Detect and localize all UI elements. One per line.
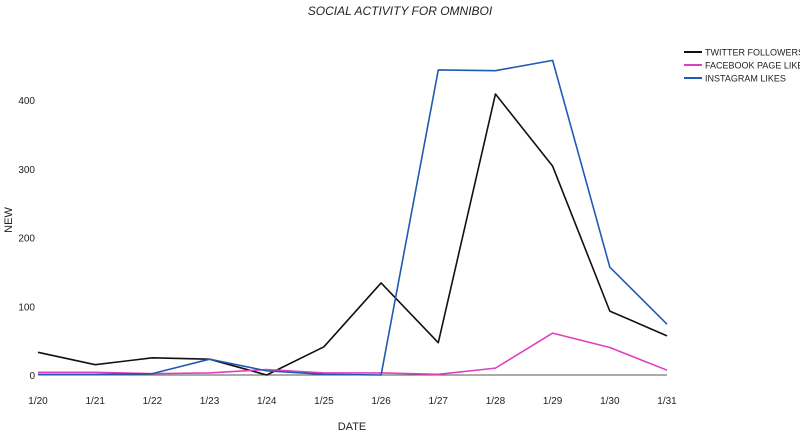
legend-label: TWITTER FOLLOWERS [705, 48, 800, 58]
series-line-1 [38, 332, 668, 376]
x-axis-label: DATE [338, 421, 367, 433]
y-tick-label: 300 [18, 165, 35, 176]
x-tick-label: 1/26 [371, 396, 391, 407]
y-tick-label: 100 [18, 302, 35, 313]
x-tick-label: 1/28 [486, 396, 506, 407]
legend-label: INSTAGRAM LIKES [705, 74, 786, 84]
x-tick-label: 1/24 [257, 396, 277, 407]
x-tick-label: 1/27 [429, 396, 449, 407]
y-tick-label: 400 [18, 96, 35, 107]
x-tick-label: 1/23 [200, 396, 220, 407]
x-tick-label: 1/25 [314, 396, 334, 407]
y-tick-label: 0 [29, 371, 35, 382]
x-tick-label: 1/20 [28, 396, 48, 407]
legend-label: FACEBOOK PAGE LIKES [705, 61, 800, 71]
y-axis-label: NEW [3, 207, 15, 233]
x-tick-label: 1/21 [85, 396, 105, 407]
x-tick-label: 1/29 [543, 396, 563, 407]
x-tick-label: 1/30 [600, 396, 620, 407]
series-line-2 [38, 59, 668, 376]
x-tick-label: 1/31 [657, 396, 677, 407]
y-tick-label: 200 [18, 234, 35, 245]
series-line-0 [37, 93, 668, 376]
chart-title: SOCIAL ACTIVITY FOR OMNIBOI [308, 4, 493, 18]
x-tick-label: 1/22 [143, 396, 163, 407]
